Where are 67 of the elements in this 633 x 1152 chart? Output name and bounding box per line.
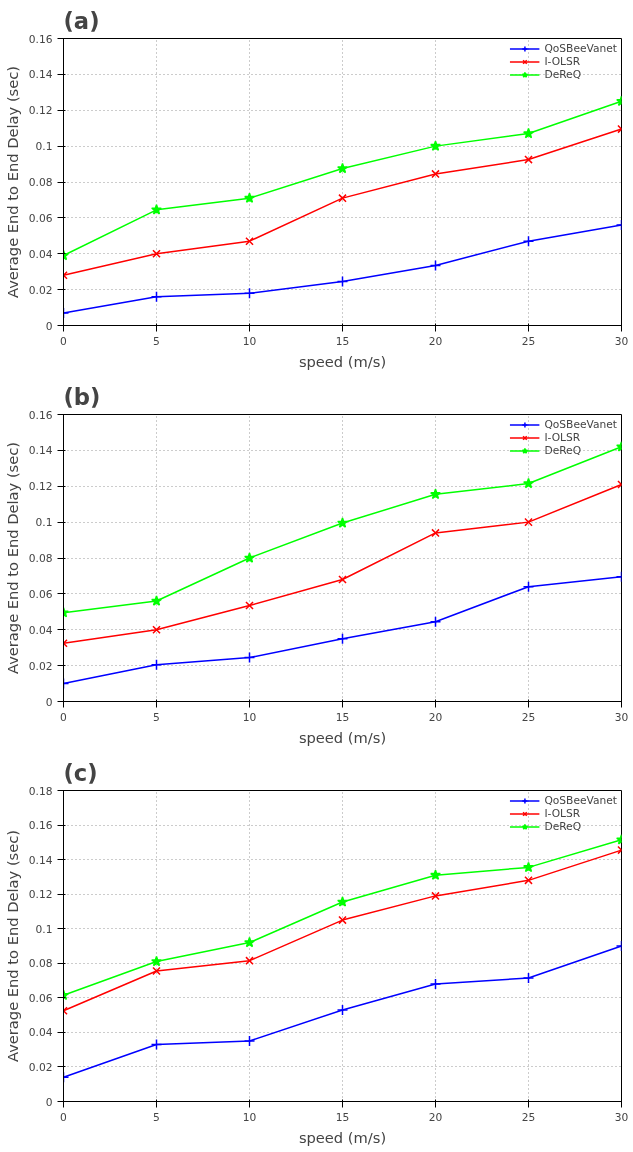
- x-axis-title: speed (m/s): [298, 352, 387, 370]
- x-tick-label: 25: [521, 334, 536, 348]
- y-tick-label: 0.02: [28, 1060, 53, 1074]
- x-tick-label: 10: [242, 334, 257, 348]
- y-tick-label: 0.08: [28, 176, 53, 189]
- x-tick-label: 0: [60, 334, 68, 348]
- x-tick-label: 30: [614, 1110, 629, 1124]
- x-tick-label: 15: [335, 1110, 350, 1124]
- y-tick-label: 0.1: [35, 516, 53, 530]
- y-tick-label: 0.08: [28, 957, 53, 971]
- y-tick-label: 0.12: [28, 888, 53, 902]
- x-tick-label: 5: [153, 334, 160, 348]
- y-tick-label: 0.16: [28, 408, 53, 422]
- y-tick-label: 0.04: [28, 1026, 53, 1040]
- chart-title: (c): [63, 759, 98, 786]
- legend-label: QoSBeeVanet: [544, 418, 617, 431]
- x-tick-label: 10: [242, 710, 257, 724]
- x-axis-title: speed (m/s): [298, 728, 387, 746]
- y-tick-label: 0: [45, 695, 53, 709]
- x-tick-label: 5: [153, 710, 160, 724]
- y-tick-label: 0.14: [28, 444, 53, 458]
- x-tick-label: 0: [60, 1110, 68, 1124]
- legend-label: QoSBeeVanet: [544, 794, 617, 807]
- x-tick-label: 15: [335, 710, 350, 724]
- legend-label: QoSBeeVanet: [544, 42, 617, 55]
- x-axis-title: speed (m/s): [298, 1128, 387, 1146]
- y-tick-label: 0.06: [28, 211, 53, 225]
- y-tick-label: 0.08: [28, 552, 53, 565]
- y-tick-label: 0.06: [28, 587, 53, 601]
- y-tick-label: 0.06: [28, 991, 53, 1005]
- x-tick-label: 20: [428, 710, 443, 724]
- y-tick-label: 0.12: [28, 480, 53, 494]
- x-tick-label: 25: [521, 710, 536, 724]
- y-tick-label: 0.04: [28, 247, 53, 261]
- x-tick-label: 30: [614, 334, 629, 348]
- legend-label: DeReQ: [544, 444, 582, 457]
- y-tick-label: 0.12: [28, 104, 53, 118]
- y-tick-label: 0.02: [28, 283, 53, 297]
- x-tick-label: 15: [335, 334, 350, 348]
- chart-title: (b): [63, 383, 101, 410]
- x-tick-label: 5: [153, 1110, 160, 1124]
- x-tick-label: 10: [242, 1110, 257, 1124]
- x-tick-label: 25: [521, 1110, 536, 1124]
- legend-label: I-OLSR: [544, 55, 581, 68]
- y-axis-title: Average End to End Delay (sec): [3, 829, 21, 1063]
- x-tick-label: 20: [428, 1110, 443, 1124]
- y-tick-label: 0.14: [28, 68, 53, 82]
- y-tick-label: 0.1: [35, 140, 53, 154]
- y-tick-label: 0: [45, 1095, 53, 1109]
- x-tick-label: 20: [428, 334, 443, 348]
- chart-title: (a): [63, 7, 100, 34]
- y-axis-title: Average End to End Delay (sec): [3, 65, 21, 299]
- y-tick-label: 0.04: [28, 623, 53, 637]
- legend-label: I-OLSR: [544, 807, 581, 820]
- y-tick-label: 0.16: [28, 819, 53, 833]
- y-tick-label: 0: [45, 319, 53, 333]
- legend-label: DeReQ: [544, 68, 582, 81]
- y-axis-title: Average End to End Delay (sec): [3, 441, 21, 675]
- legend-label: DeReQ: [544, 820, 582, 833]
- x-tick-label: 30: [614, 710, 629, 724]
- x-tick-label: 0: [60, 710, 68, 724]
- legend-label: I-OLSR: [544, 431, 581, 444]
- y-tick-label: 0.18: [28, 784, 53, 798]
- y-tick-label: 0.02: [28, 659, 53, 673]
- y-tick-label: 0.14: [28, 853, 53, 867]
- y-tick-label: 0.16: [28, 32, 53, 46]
- y-tick-label: 0.1: [35, 922, 53, 936]
